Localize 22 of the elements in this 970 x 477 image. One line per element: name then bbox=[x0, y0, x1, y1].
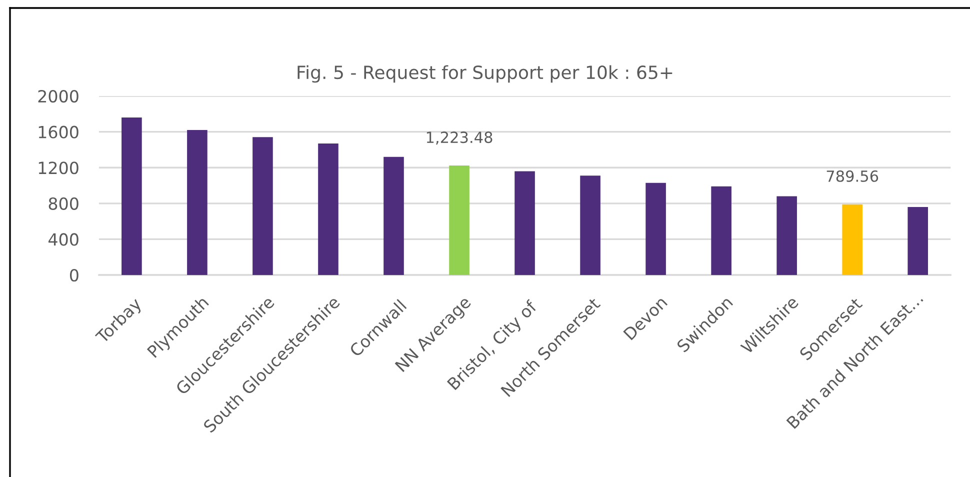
y-tick-label: 1600 bbox=[38, 126, 78, 138]
y-tick-label: 1200 bbox=[38, 162, 78, 174]
bar bbox=[514, 171, 535, 275]
bar bbox=[187, 130, 208, 275]
chart-title: Fig. 5 - Request for Support per 10k : 65+ bbox=[298, 65, 672, 83]
bar bbox=[449, 166, 470, 275]
bar bbox=[908, 206, 928, 275]
bar bbox=[711, 186, 732, 275]
data-label: 789.56 bbox=[826, 170, 878, 182]
bar bbox=[252, 137, 273, 275]
bar bbox=[318, 143, 338, 275]
y-tick-label: 2000 bbox=[38, 90, 78, 103]
y-tick-label: 0 bbox=[70, 268, 78, 282]
bar bbox=[580, 176, 600, 275]
bar bbox=[384, 156, 404, 275]
bar bbox=[842, 204, 862, 275]
data-label: 1,223.48 bbox=[426, 132, 492, 145]
bar bbox=[646, 182, 666, 275]
y-tick-label: 800 bbox=[48, 197, 78, 210]
bar bbox=[776, 196, 797, 275]
y-tick-label: 400 bbox=[48, 233, 78, 246]
bar bbox=[122, 117, 142, 275]
